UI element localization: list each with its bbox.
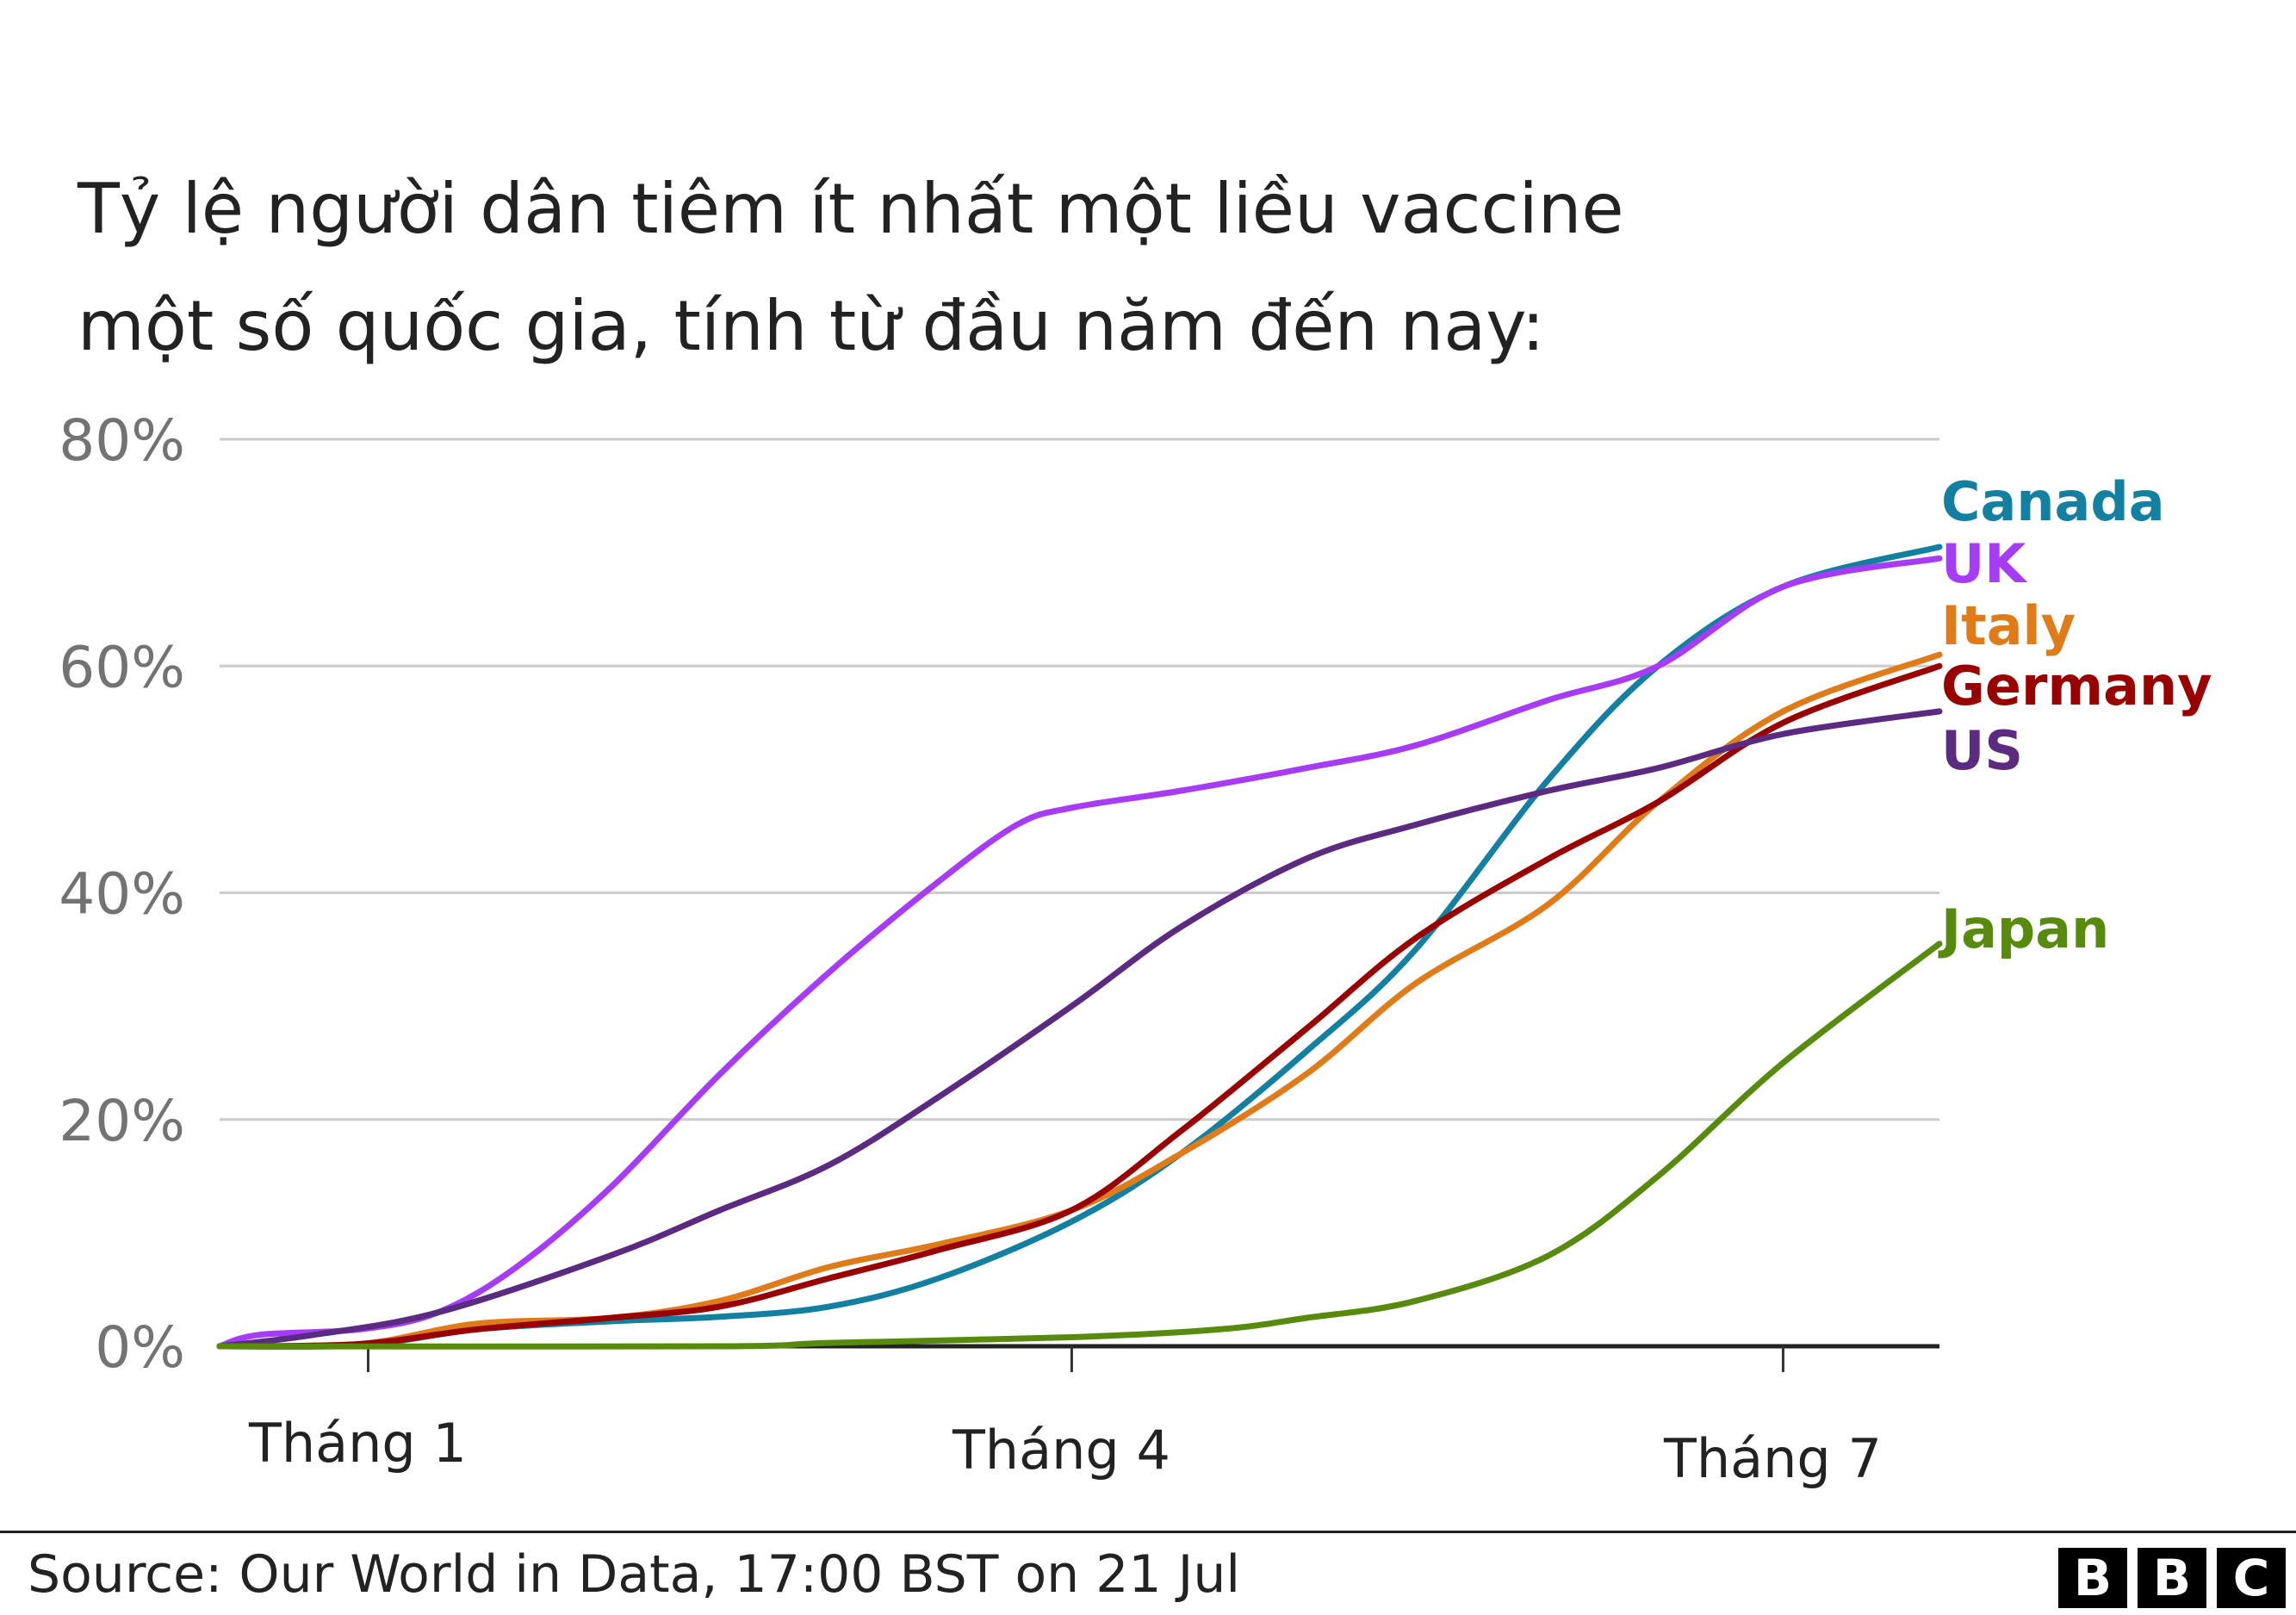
x-tick-label: Tháng 4 bbox=[952, 1419, 1170, 1481]
series-line-germany bbox=[216, 662, 1943, 1350]
series-label-germany: Germany bbox=[1941, 655, 2212, 717]
y-tick-label: 60% bbox=[59, 634, 185, 700]
y-tick-label: 20% bbox=[59, 1088, 185, 1154]
y-tick-label: 40% bbox=[59, 861, 185, 928]
series-line-italy bbox=[216, 651, 1943, 1350]
y-tick-label: 0% bbox=[95, 1314, 185, 1381]
chart-title: Tỷ lệ người dân tiêm ít nhất một liều va… bbox=[78, 151, 1972, 385]
y-tick-label: 80% bbox=[59, 407, 185, 474]
bbc-logo-letter: B bbox=[2058, 1548, 2127, 1608]
series-line-us bbox=[216, 708, 1943, 1350]
bbc-logo: B B C bbox=[2058, 1548, 2286, 1608]
series-label-japan: Japan bbox=[1938, 898, 2109, 960]
series-label-uk: UK bbox=[1941, 532, 2027, 595]
bbc-logo-letter: C bbox=[2217, 1548, 2286, 1608]
y-axis-tick-labels: 0% 20% 40% 60% 80% bbox=[59, 407, 185, 1381]
series-label-us: US bbox=[1941, 719, 2023, 782]
series-lines bbox=[216, 544, 1943, 1351]
bbc-logo-letter: B bbox=[2138, 1548, 2206, 1608]
series-label-canada: Canada bbox=[1941, 470, 2165, 533]
x-axis-tick-labels: Tháng 1 Tháng 4 Tháng 7 bbox=[248, 1346, 1882, 1490]
series-line-japan bbox=[216, 941, 1943, 1350]
x-tick-label: Tháng 1 bbox=[248, 1412, 467, 1475]
chart-title-line-2: một số quốc gia, tính từ đầu năm đến nay… bbox=[78, 286, 1545, 366]
series-line-uk bbox=[216, 555, 1943, 1350]
chart-title-line-1: Tỷ lệ người dân tiêm ít nhất một liều va… bbox=[78, 169, 1624, 249]
series-label-italy: Italy bbox=[1941, 594, 2076, 657]
x-tick-label: Tháng 7 bbox=[1663, 1427, 1882, 1490]
footer-divider bbox=[0, 1531, 2296, 1533]
source-note: Source: Our World in Data, 17:00 BST on … bbox=[28, 1544, 1241, 1605]
